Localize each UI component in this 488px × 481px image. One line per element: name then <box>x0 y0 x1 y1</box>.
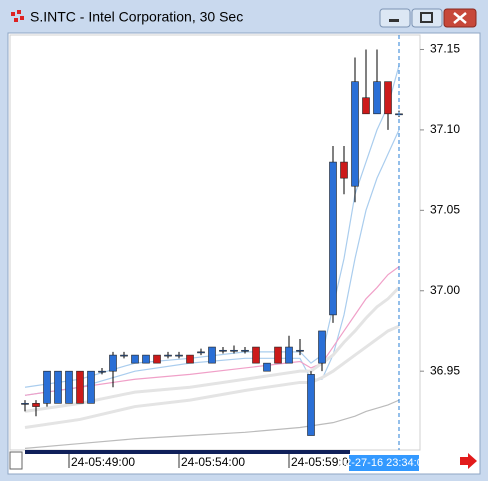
candle-body <box>263 362 271 372</box>
candle-body <box>351 81 359 187</box>
cursor-label: 12-27-16 23:34:00 <box>339 457 429 469</box>
candle-body <box>87 370 95 404</box>
candle-body <box>32 403 40 407</box>
candle-body <box>186 354 194 364</box>
candle-body <box>142 354 150 364</box>
y-tick-label: 36.95 <box>430 363 460 377</box>
candle-body <box>131 354 139 364</box>
app-icon <box>11 10 24 22</box>
candle-body <box>230 349 238 352</box>
close-button[interactable] <box>443 8 477 28</box>
candle-body <box>153 354 161 364</box>
candle-body <box>175 354 183 357</box>
candle-body <box>307 374 315 436</box>
window-title: S.INTC - Intel Corporation, 30 Sec <box>30 9 243 25</box>
x-tick-label: 24-05:54:00 <box>181 455 245 469</box>
candle-body <box>109 354 117 372</box>
maximize-button[interactable] <box>411 8 443 28</box>
candle-body <box>296 349 304 352</box>
candle-body <box>318 330 326 364</box>
y-tick-label: 37.10 <box>430 122 460 136</box>
candle-body <box>329 161 337 316</box>
y-tick-label: 37.15 <box>430 42 460 56</box>
candle-body <box>384 81 392 115</box>
overlay-line <box>24 399 400 449</box>
candle-body <box>65 370 73 404</box>
candle-body <box>274 346 282 364</box>
candle-body <box>373 81 381 115</box>
candle-body <box>54 370 62 404</box>
y-tick-label: 37.05 <box>430 203 460 217</box>
candle-body <box>219 349 227 352</box>
candle-body <box>76 370 84 404</box>
x-tick-label: 24-05:49:00 <box>71 455 135 469</box>
x-tick-label: 24-05:59:00 <box>291 455 355 469</box>
candle-body <box>197 351 205 354</box>
candle-body <box>21 403 29 405</box>
candle-body <box>208 346 216 364</box>
candle-body <box>98 370 106 373</box>
candle-body <box>120 354 128 357</box>
cursor-label-bg <box>349 455 419 471</box>
candle-body <box>340 161 348 179</box>
candle-body <box>164 354 172 357</box>
candle-body <box>43 370 51 404</box>
minimize-button[interactable] <box>379 8 411 28</box>
candle-body <box>362 97 370 115</box>
scroll-box[interactable] <box>9 451 23 470</box>
candle-body <box>252 346 260 364</box>
y-tick-label: 37.00 <box>430 283 460 297</box>
candle-body <box>285 346 293 364</box>
overlay-line <box>24 324 400 429</box>
scroll-right-arrow[interactable] <box>460 453 477 469</box>
candle-body <box>241 349 249 352</box>
